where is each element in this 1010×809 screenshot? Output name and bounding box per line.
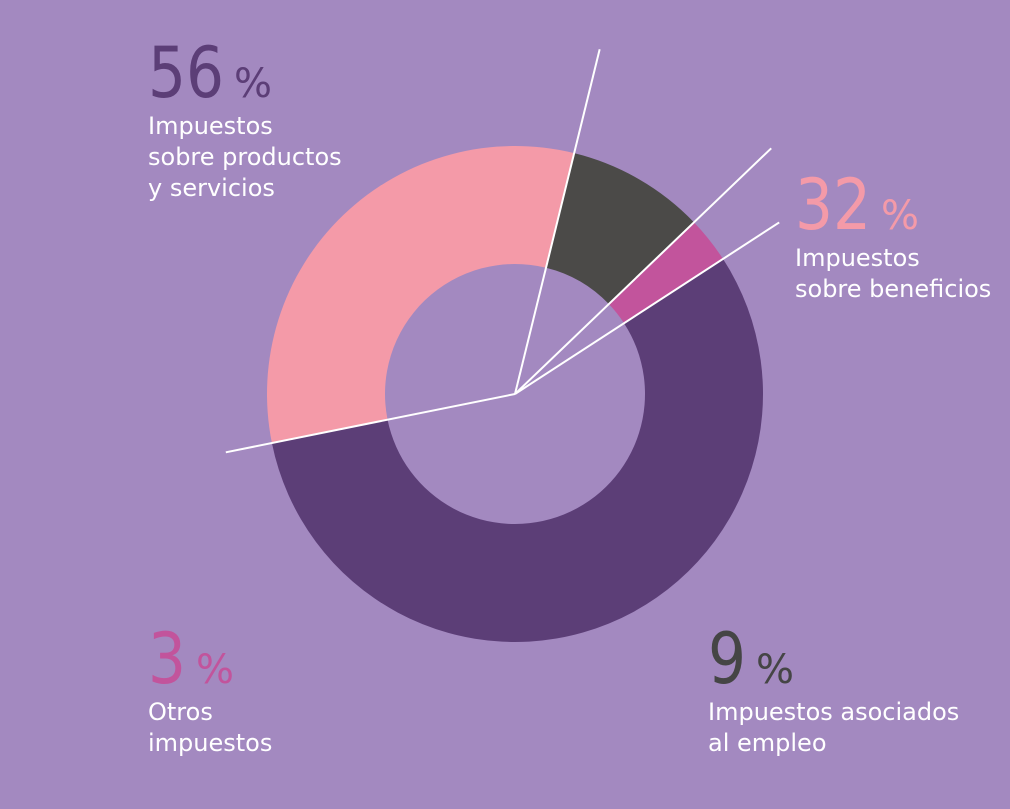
slice-value: 3 (148, 618, 186, 700)
leader-line-1 (225, 393, 516, 454)
leader-line-0 (514, 221, 780, 395)
slice-label-line: Impuestos (148, 112, 273, 140)
slice-value: 9 (708, 618, 746, 700)
slice-label-2: 9 % Impuestos asociados al empleo (708, 618, 959, 757)
donut-slice-2 (546, 153, 694, 305)
slice-label-line: impuestos (148, 729, 272, 757)
slice-label-0: 56 % Impuestos sobre productos y servicios (148, 32, 342, 202)
donut-slice-0 (271, 258, 764, 642)
slice-value: 32 (795, 164, 871, 246)
leader-line-3 (514, 147, 772, 395)
slice-label-line: y servicios (148, 174, 275, 202)
slice-label-line: Impuestos (795, 244, 920, 272)
slice-label-line: sobre productos (148, 143, 342, 171)
slice-label-line: sobre beneficios (795, 275, 991, 303)
slice-unit: % (881, 193, 919, 239)
leader-lines (225, 49, 780, 454)
donut-slice-1 (267, 146, 575, 444)
slice-labels: 56 % Impuestos sobre productos y servicios 32… (148, 32, 991, 757)
leader-line-2 (514, 49, 601, 395)
slice-label-line: al empleo (708, 729, 827, 757)
slice-label-line: Otros (148, 698, 213, 726)
slice-label-line: Impuestos asociados (708, 698, 959, 726)
slice-unit: % (756, 647, 794, 693)
donut-slice-3 (608, 222, 723, 324)
slice-label-1: 32 % Impuestos sobre beneficios (795, 164, 991, 303)
slice-value: 56 (148, 32, 224, 114)
donut-slices (267, 146, 764, 642)
slice-label-3: 3 % Otros impuestos (148, 618, 272, 757)
slice-unit: % (234, 61, 272, 107)
slice-unit: % (196, 647, 234, 693)
